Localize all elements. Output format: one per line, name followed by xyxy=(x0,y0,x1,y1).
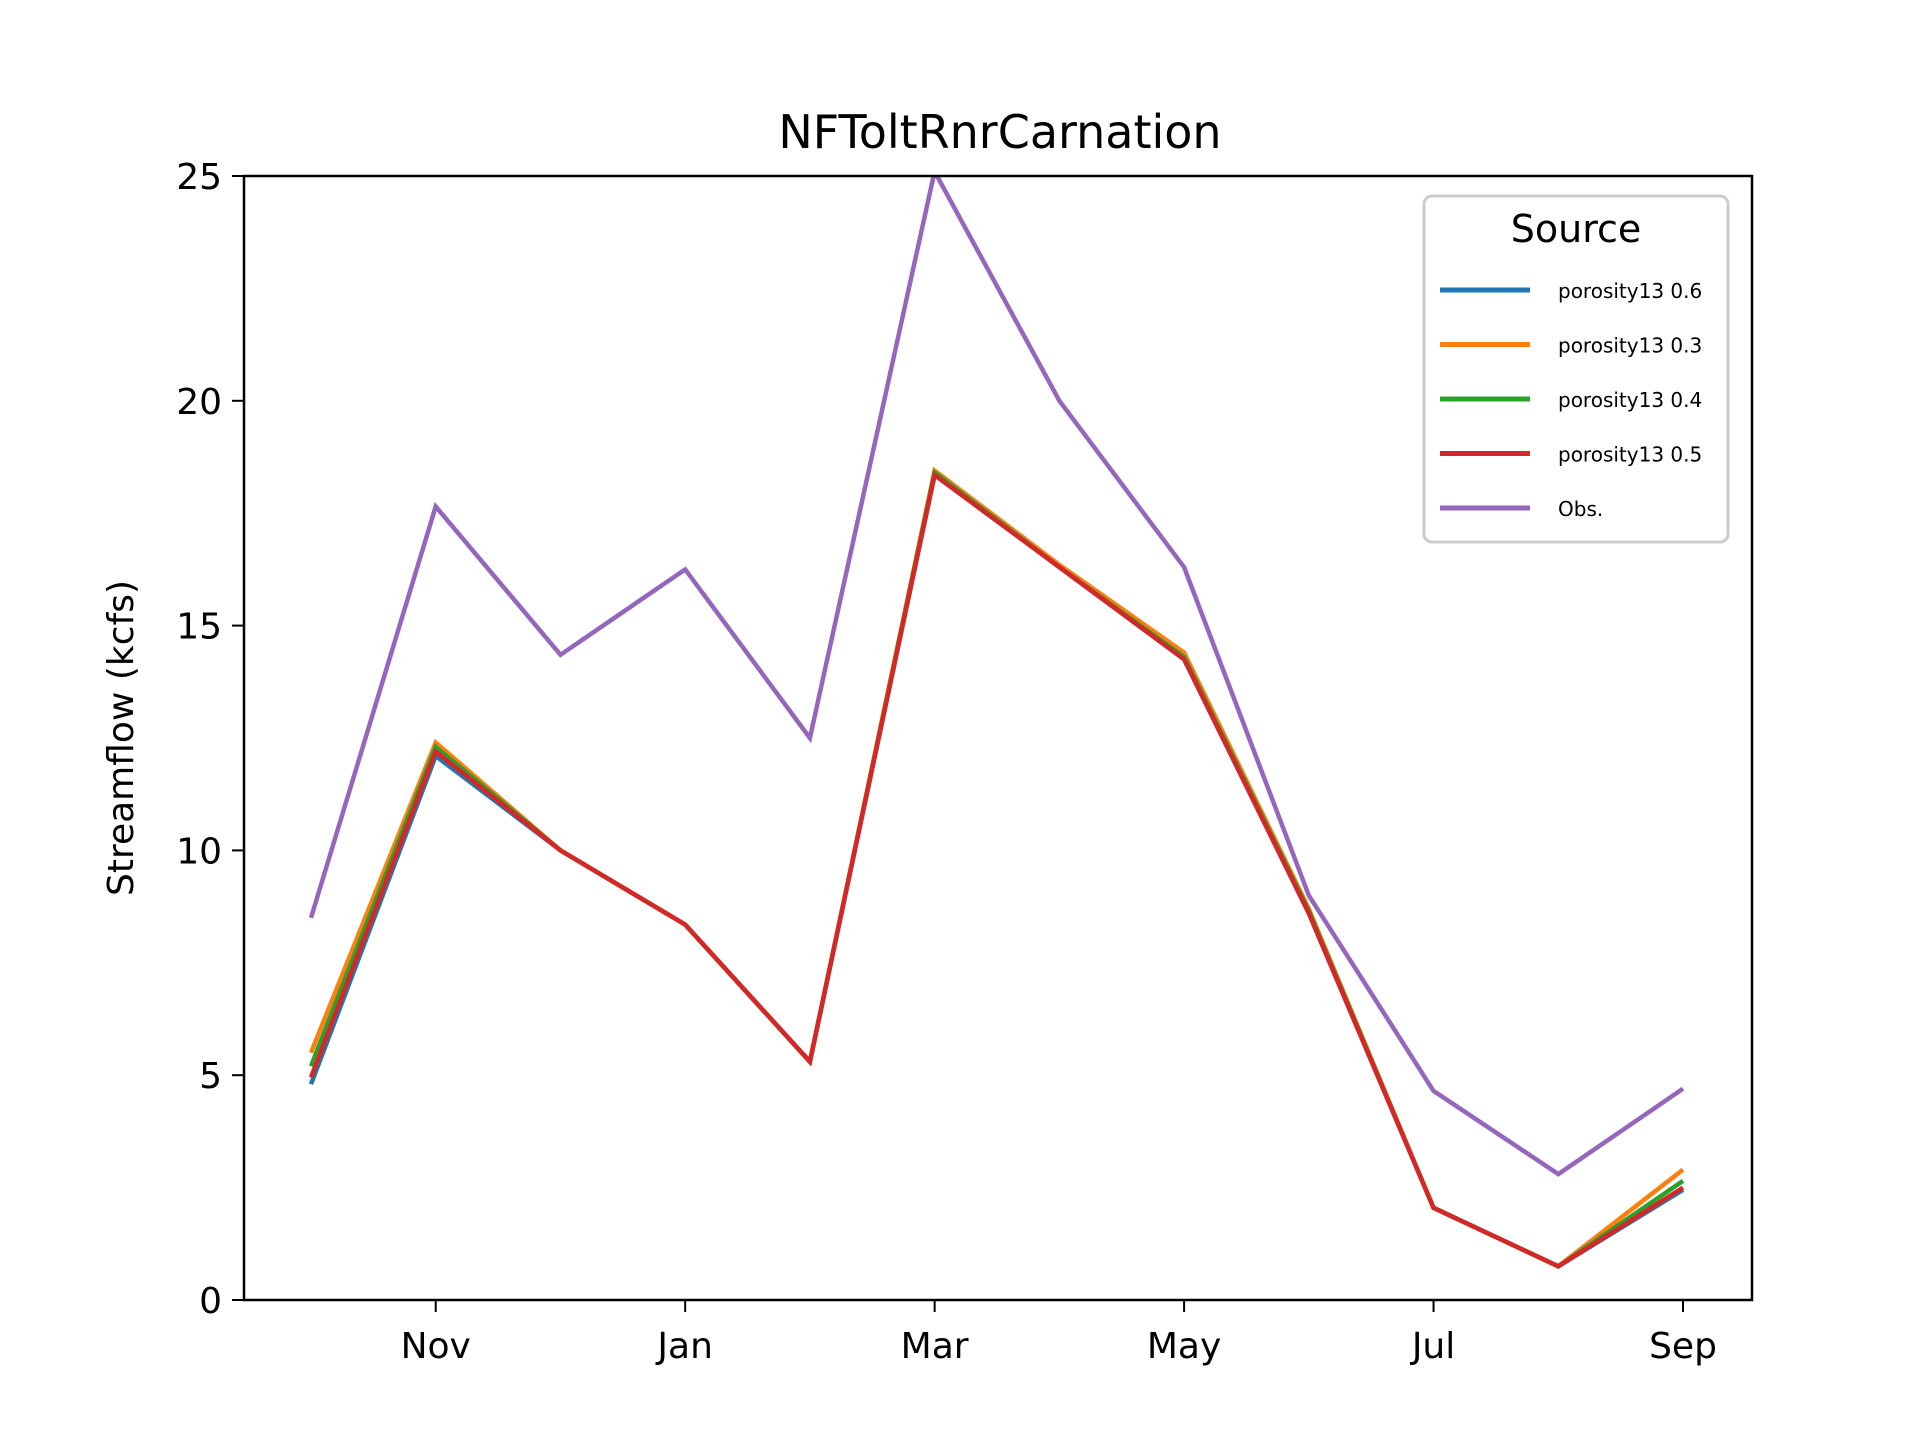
axes-frame xyxy=(242,174,1754,1302)
legend-title: Source xyxy=(1511,207,1642,251)
legend-entry-0: porosity13 0.6 xyxy=(1558,279,1702,303)
y-tick-label-25: 25 xyxy=(176,157,222,198)
y-tick-label-15: 15 xyxy=(176,607,222,648)
legend: Source porosity13 0.6 porosity13 0.3 porosi… xyxy=(1422,194,1730,544)
x-tick-label-Sep: Sep xyxy=(1649,1326,1717,1367)
x-tick-label-Jul: Jul xyxy=(1410,1326,1455,1367)
y-tick-label-0: 0 xyxy=(199,1281,222,1322)
series-line-4 xyxy=(308,176,1685,1177)
legend-entry-1: porosity13 0.3 xyxy=(1558,334,1702,358)
y-tick-label-20: 20 xyxy=(176,382,222,423)
x-tick-label-Jan: Jan xyxy=(655,1326,713,1367)
series-line-1 xyxy=(308,466,1685,1269)
plot-area xyxy=(308,176,1685,1269)
legend-entry-4: Obs. xyxy=(1558,497,1603,521)
legend-entry-3: porosity13 0.5 xyxy=(1558,443,1702,467)
y-tick-label-10: 10 xyxy=(176,831,222,872)
x-tick-label-May: May xyxy=(1147,1326,1221,1367)
series-line-0 xyxy=(308,471,1685,1269)
legend-entry-2: porosity13 0.4 xyxy=(1558,388,1702,412)
x-tick-label-Nov: Nov xyxy=(401,1326,471,1367)
axes: 0 5 10 15 20 25 Nov Jan Mar May Jul Sep xyxy=(176,157,1754,1367)
series-lines xyxy=(308,176,1685,1269)
x-tick-label-Mar: Mar xyxy=(901,1326,969,1367)
series-line-3 xyxy=(308,471,1685,1269)
series-line-2 xyxy=(308,468,1685,1269)
chart-title: NFToltRnrCarnation xyxy=(778,105,1221,159)
y-axis-label: Streamflow (kcfs) xyxy=(101,580,142,896)
y-tick-label-5: 5 xyxy=(199,1056,222,1097)
